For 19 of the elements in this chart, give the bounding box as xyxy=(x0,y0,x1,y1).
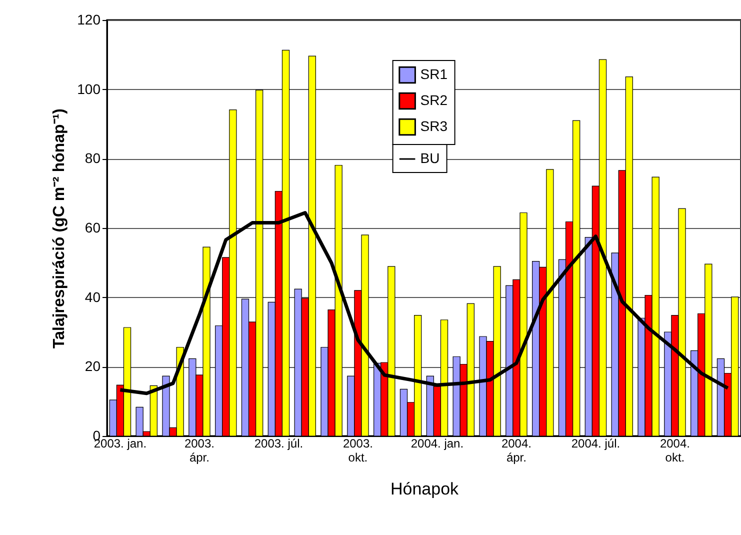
y-axis-title: Talajrespiráció (gC m⁻² hónap⁻¹) xyxy=(51,108,68,348)
x-axis-title: Hónapok xyxy=(390,480,460,498)
y-tick-label: 120 xyxy=(77,12,101,28)
legend-label: SR3 xyxy=(420,118,448,134)
y-tick-label: 20 xyxy=(84,358,101,374)
x-tick-label: 2004. okt. xyxy=(660,436,690,464)
y-tick-label: 80 xyxy=(84,150,101,166)
x-tick-label: 2003. ápr. xyxy=(184,436,214,464)
x-tick-label: 2003. júl. xyxy=(254,436,304,450)
x-tick-label: 2004. jan. xyxy=(410,436,464,450)
x-tick-label: 2004. júl. xyxy=(571,436,620,450)
legend-label: SR1 xyxy=(420,66,448,82)
y-tick-label: 40 xyxy=(84,288,101,305)
legend-label: BU xyxy=(420,150,440,166)
y-tick-label: 100 xyxy=(77,80,101,97)
legend-label: SR2 xyxy=(420,92,448,108)
y-tick-label: 60 xyxy=(84,220,101,236)
x-tick-label: 2004. ápr. xyxy=(501,436,532,464)
x-tick-label: 2003. okt. xyxy=(342,436,373,464)
